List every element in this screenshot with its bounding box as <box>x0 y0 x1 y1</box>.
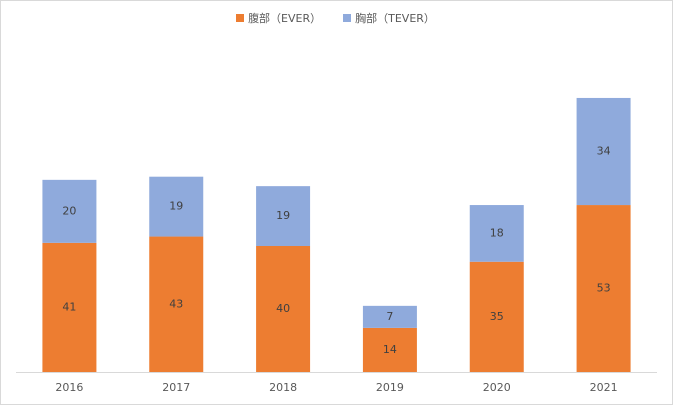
legend-item-abdominal: 腹部（EVER） <box>236 10 321 26</box>
bar-thoracic-2021 <box>576 97 631 206</box>
data-label-thoracic-2019: 7 <box>386 310 393 323</box>
bar-thoracic-2019 <box>362 305 417 328</box>
bar-abdominal-2020 <box>469 261 524 372</box>
legend: 腹部（EVER） 胸部（TEVER） <box>0 10 671 26</box>
legend-swatch-thoracic <box>343 14 352 22</box>
bar-abdominal-2018 <box>256 246 311 372</box>
legend-label-abdominal: 腹部（EVER） <box>248 12 322 25</box>
bar-thoracic-2017 <box>149 176 204 237</box>
data-label-abdominal-2018: 40 <box>276 302 290 315</box>
legend-item-thoracic: 胸部（TEVER） <box>343 10 435 26</box>
bar-abdominal-2019 <box>362 327 417 372</box>
bar-abdominal-2016 <box>42 242 97 372</box>
data-label-thoracic-2021: 34 <box>597 145 611 158</box>
x-tick-label-2021: 2021 <box>590 381 618 394</box>
bar-thoracic-2018 <box>256 186 311 246</box>
x-tick-label-2018: 2018 <box>269 381 297 394</box>
data-label-thoracic-2016: 20 <box>62 204 76 217</box>
data-label-abdominal-2020: 35 <box>490 310 504 323</box>
bar-thoracic-2020 <box>469 205 524 262</box>
bar-abdominal-2017 <box>149 236 204 372</box>
legend-label-thoracic: 胸部（TEVER） <box>355 12 435 25</box>
bar-thoracic-2016 <box>42 179 97 243</box>
x-tick-label-2016: 2016 <box>55 381 83 394</box>
data-label-abdominal-2019: 14 <box>383 343 397 356</box>
x-tick-label-2019: 2019 <box>376 381 404 394</box>
data-label-abdominal-2016: 41 <box>62 300 76 313</box>
legend-swatch-abdominal <box>236 14 245 22</box>
data-label-abdominal-2017: 43 <box>169 297 183 310</box>
bar-abdominal-2021 <box>576 205 631 372</box>
x-tick-label-2020: 2020 <box>483 381 511 394</box>
data-label-thoracic-2020: 18 <box>490 226 504 239</box>
data-label-thoracic-2018: 19 <box>276 209 290 222</box>
x-tick-label-2017: 2017 <box>162 381 190 394</box>
data-label-thoracic-2017: 19 <box>169 200 183 213</box>
data-label-abdominal-2021: 53 <box>597 282 611 295</box>
